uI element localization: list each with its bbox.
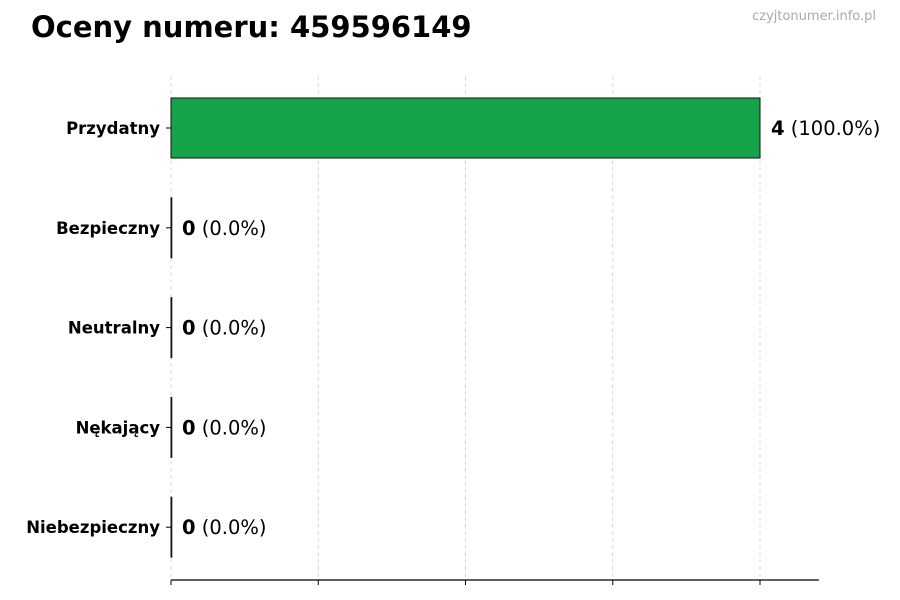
data-label-percent: (0.0%)	[196, 416, 267, 439]
y-tick-label: Nękający	[76, 418, 161, 437]
data-label-count: 0	[182, 317, 196, 340]
bar	[170, 197, 173, 259]
data-label: 0 (0.0%)	[182, 416, 267, 439]
bar	[170, 297, 173, 359]
y-tick-label: Neutralny	[68, 319, 160, 338]
bar	[170, 496, 173, 558]
data-label-count: 0	[182, 217, 196, 240]
chart-title: Oceny numeru: 459596149	[31, 10, 472, 44]
data-label-percent: (100.0%)	[785, 117, 881, 140]
data-label: 4 (100.0%)	[771, 117, 880, 140]
bar	[170, 97, 761, 159]
data-label-count: 0	[182, 416, 196, 439]
data-label: 0 (0.0%)	[182, 516, 267, 539]
watermark: czyjtonumer.info.pl	[752, 9, 876, 24]
data-label-percent: (0.0%)	[196, 516, 267, 539]
y-tick-label: Niebezpieczny	[26, 518, 160, 537]
data-label-percent: (0.0%)	[196, 317, 267, 340]
data-label: 0 (0.0%)	[182, 317, 267, 340]
data-label-count: 0	[182, 516, 196, 539]
data-label: 0 (0.0%)	[182, 217, 267, 240]
data-label-percent: (0.0%)	[196, 217, 267, 240]
data-label-count: 4	[771, 117, 785, 140]
y-tick-label: Przydatny	[66, 119, 160, 138]
y-tick-label: Bezpieczny	[56, 219, 160, 238]
bar	[170, 396, 173, 458]
